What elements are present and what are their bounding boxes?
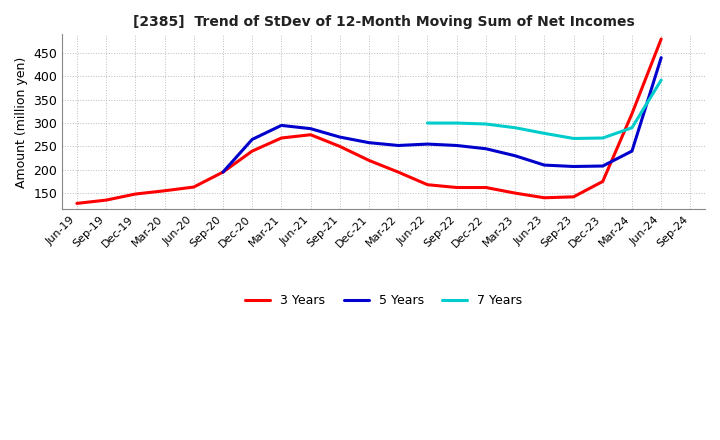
7 Years xyxy=(452,121,461,126)
5 Years xyxy=(598,163,607,169)
5 Years xyxy=(336,135,344,140)
5 Years xyxy=(452,143,461,148)
7 Years xyxy=(570,136,578,141)
7 Years xyxy=(423,121,432,126)
Line: 5 Years: 5 Years xyxy=(223,58,661,172)
5 Years xyxy=(510,153,519,158)
7 Years xyxy=(628,125,636,130)
3 Years xyxy=(570,194,578,199)
Legend: 3 Years, 5 Years, 7 Years: 3 Years, 5 Years, 7 Years xyxy=(240,289,528,312)
Line: 3 Years: 3 Years xyxy=(77,39,661,203)
3 Years xyxy=(277,136,286,141)
3 Years xyxy=(306,132,315,137)
3 Years xyxy=(102,198,110,203)
3 Years xyxy=(161,188,169,194)
5 Years xyxy=(277,123,286,128)
3 Years xyxy=(510,191,519,196)
3 Years xyxy=(482,185,490,190)
3 Years xyxy=(628,111,636,116)
5 Years xyxy=(365,140,374,145)
5 Years xyxy=(628,148,636,154)
3 Years xyxy=(540,195,549,200)
5 Years xyxy=(657,55,665,60)
Title: [2385]  Trend of StDev of 12-Month Moving Sum of Net Incomes: [2385] Trend of StDev of 12-Month Moving… xyxy=(132,15,634,29)
7 Years xyxy=(510,125,519,130)
3 Years xyxy=(73,201,81,206)
3 Years xyxy=(219,169,228,175)
3 Years xyxy=(365,158,374,163)
3 Years xyxy=(423,182,432,187)
3 Years xyxy=(657,37,665,42)
Y-axis label: Amount (million yen): Amount (million yen) xyxy=(15,56,28,187)
3 Years xyxy=(598,179,607,184)
5 Years xyxy=(394,143,402,148)
3 Years xyxy=(131,191,140,197)
3 Years xyxy=(394,169,402,175)
5 Years xyxy=(570,164,578,169)
5 Years xyxy=(482,146,490,151)
7 Years xyxy=(657,77,665,83)
5 Years xyxy=(423,141,432,147)
7 Years xyxy=(540,131,549,136)
3 Years xyxy=(336,144,344,149)
5 Years xyxy=(248,137,256,142)
5 Years xyxy=(306,126,315,131)
5 Years xyxy=(540,162,549,168)
Line: 7 Years: 7 Years xyxy=(428,80,661,139)
7 Years xyxy=(482,121,490,127)
3 Years xyxy=(248,148,256,154)
3 Years xyxy=(452,185,461,190)
3 Years xyxy=(189,184,198,190)
5 Years xyxy=(219,169,228,175)
7 Years xyxy=(598,136,607,141)
